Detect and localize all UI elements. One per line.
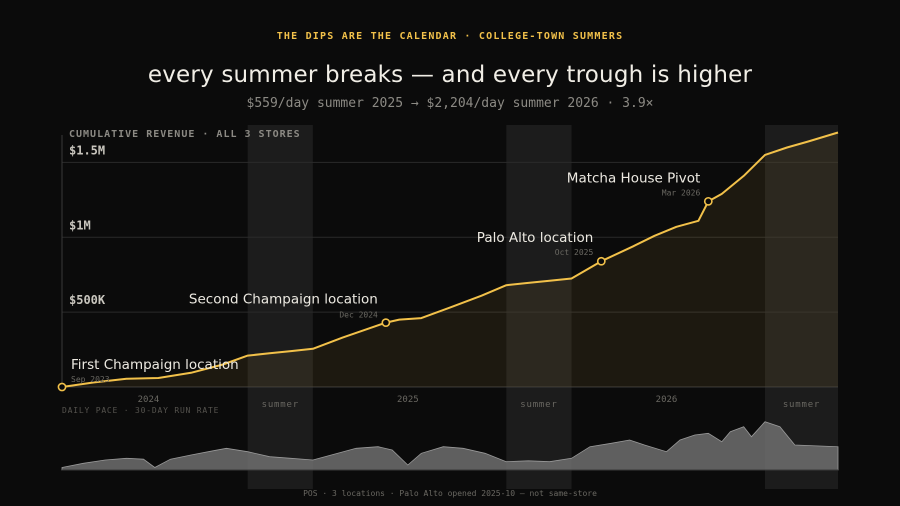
revenue-line (61, 131, 839, 388)
summer-label: summer (520, 400, 557, 410)
milestone-label: Second Champaign location (189, 292, 378, 308)
chart-footer: POS · 3 locations · Palo Alto opened 202… (303, 489, 597, 498)
milestone-date: Dec 2024 (339, 311, 378, 320)
summer-label: summer (262, 400, 299, 410)
milestone-marker (381, 318, 391, 328)
summer-band (247, 125, 313, 489)
revenue-area (62, 132, 838, 387)
x-tick-label: 2026 (656, 395, 678, 405)
milestone-marker (703, 196, 713, 206)
milestone-label: Matcha House Pivot (567, 170, 701, 186)
milestone-date: Mar 2026 (662, 188, 701, 197)
y-tick-label: $1M (69, 218, 91, 232)
milestone-label: Palo Alto location (477, 230, 594, 246)
milestone-label: First Champaign location (71, 357, 239, 373)
chart-kicker: THE DIPS ARE THE CALENDAR · COLLEGE-TOWN… (276, 31, 624, 42)
summer-label: summer (783, 400, 820, 410)
milestone-date: Sep 2023 (71, 375, 110, 384)
milestone-marker (57, 382, 67, 392)
milestone-marker (596, 256, 606, 266)
milestone-date: Oct 2025 (555, 248, 594, 257)
chart-title: every summer breaks — and every trough i… (147, 62, 753, 88)
summer-band (506, 125, 572, 489)
x-tick-label: 2025 (397, 395, 419, 405)
pace-area (61, 421, 839, 471)
x-tick-label: 2024 (138, 395, 160, 405)
y-tick-label: $500K (69, 293, 106, 307)
pace-axis-title: DAILY PACE · 30-DAY RUN RATE (62, 406, 219, 415)
y-tick-label: $1.5M (69, 143, 105, 157)
y-axis-title: CUMULATIVE REVENUE · ALL 3 STORES (69, 129, 301, 140)
chart-subtitle: $559/day summer 2025 → $2,204/day summer… (246, 96, 654, 111)
